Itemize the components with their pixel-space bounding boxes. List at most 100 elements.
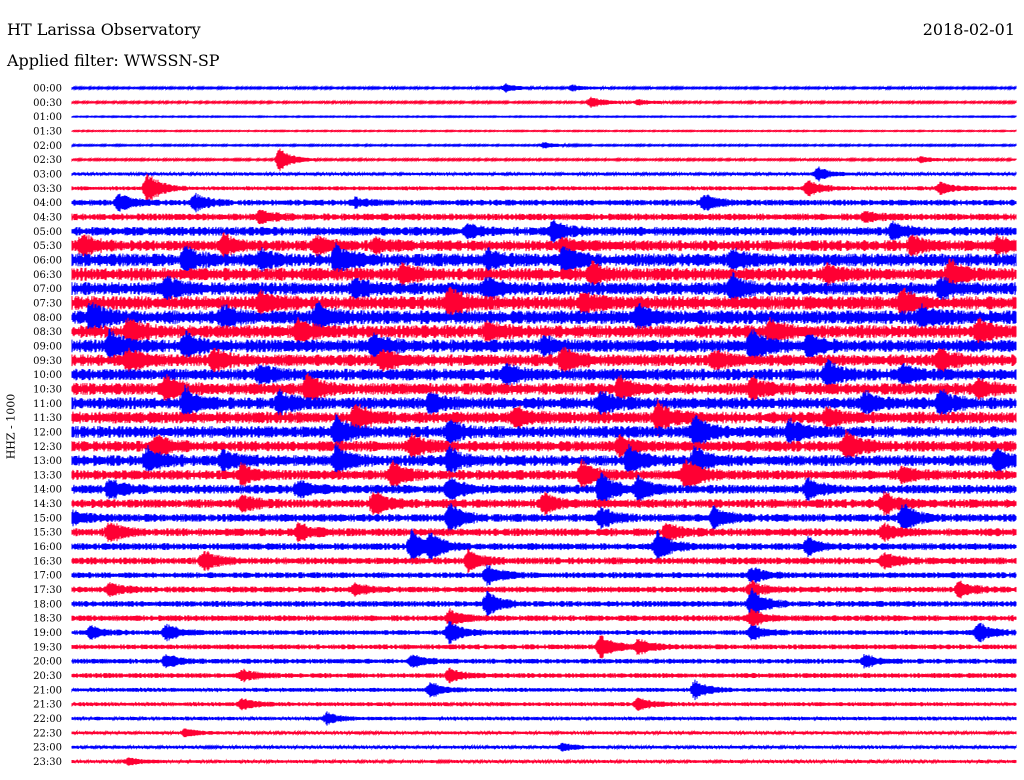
trace-2200 — [71, 711, 1017, 726]
trace-1900 — [71, 621, 1017, 644]
trace-0800 — [71, 301, 1017, 334]
trace-0300 — [71, 166, 1017, 182]
hour-tick-label: 11:00 — [33, 399, 62, 410]
hour-tick-label: 08:30 — [33, 327, 62, 338]
hour-tick-label: 02:30 — [33, 155, 62, 166]
trace-2130 — [71, 697, 1017, 711]
trace-0430 — [71, 209, 1017, 225]
trace-0130 — [71, 129, 1017, 133]
trace-1330 — [71, 458, 1017, 492]
hour-tick-label: 14:00 — [33, 485, 62, 496]
trace-1030 — [71, 372, 1017, 405]
hour-tick-label: 07:30 — [33, 298, 62, 309]
trace-1830 — [71, 608, 1017, 629]
trace-1100 — [71, 384, 1017, 422]
trace-0900 — [71, 328, 1017, 364]
trace-1630 — [71, 548, 1017, 574]
hour-tick-label: 10:30 — [33, 384, 62, 395]
hour-tick-label: 22:00 — [33, 714, 62, 725]
hour-tick-label: 13:00 — [33, 456, 62, 467]
trace-1730 — [71, 579, 1017, 600]
hour-tick-label: 07:00 — [33, 284, 62, 295]
hour-tick-label: 01:30 — [33, 126, 62, 137]
hour-tick-label: 17:30 — [33, 585, 62, 596]
hour-tick-label: 06:30 — [33, 270, 62, 281]
hour-tick-label: 18:30 — [33, 614, 62, 625]
hour-tick-label: 23:30 — [33, 757, 62, 768]
trace-1530 — [71, 522, 1017, 543]
hour-tick-label: 18:00 — [33, 599, 62, 610]
trace-2000 — [71, 653, 1017, 669]
hour-tick-label: 06:00 — [33, 255, 62, 266]
hour-tick-label: 14:30 — [33, 499, 62, 510]
hour-tick-label: 20:30 — [33, 671, 62, 682]
hour-tick-label: 09:30 — [33, 356, 62, 367]
hour-tick-label: 05:30 — [33, 241, 62, 252]
trace-0100 — [71, 114, 1017, 119]
trace-0930 — [71, 346, 1017, 374]
trace-0630 — [71, 258, 1017, 291]
hour-tick-label: 20:00 — [33, 657, 62, 668]
trace-0530 — [71, 232, 1017, 260]
trace-0200 — [71, 142, 1017, 149]
hour-tick-label: 15:30 — [33, 528, 62, 539]
hour-tick-label: 12:30 — [33, 442, 62, 453]
record-date: 2018-02-01 — [922, 20, 1015, 39]
hour-tick-label: 12:00 — [33, 427, 62, 438]
hour-tick-label: 00:30 — [33, 98, 62, 109]
trace-0230 — [71, 148, 1017, 171]
hour-tick-label: 19:00 — [33, 628, 62, 639]
hour-tick-label: 16:00 — [33, 542, 62, 553]
hour-tick-label: 21:30 — [33, 700, 62, 711]
hour-tick-label: 17:00 — [33, 571, 62, 582]
trace-1500 — [71, 503, 1017, 533]
trace-1930 — [71, 635, 1017, 659]
trace-1300 — [71, 443, 1017, 478]
hour-tick-label: 04:00 — [33, 198, 62, 209]
hour-tick-label: 05:00 — [33, 227, 62, 238]
trace-0730 — [71, 286, 1017, 320]
trace-1700 — [71, 564, 1017, 586]
hour-tick-label: 02:00 — [33, 141, 62, 152]
filter-label: Applied filter: WWSSN-SP — [7, 51, 220, 70]
hour-tick-label: 08:00 — [33, 313, 62, 324]
hour-tick-label: 15:00 — [33, 513, 62, 524]
trace-0700 — [71, 271, 1017, 306]
trace-0600 — [71, 242, 1017, 278]
hour-tick-label: 19:30 — [33, 642, 62, 653]
hour-tick-label: 16:30 — [33, 556, 62, 567]
trace-1130 — [71, 399, 1017, 437]
trace-1400 — [71, 472, 1017, 507]
trace-1430 — [71, 491, 1017, 516]
trace-2030 — [71, 667, 1017, 684]
trace-1800 — [71, 587, 1017, 620]
hour-tick-label: 09:00 — [33, 341, 62, 352]
trace-0030 — [71, 96, 1017, 108]
hour-tick-label: 00:00 — [33, 84, 62, 95]
hour-tick-label: 22:30 — [33, 728, 62, 739]
trace-2100 — [71, 679, 1017, 701]
trace-0000 — [71, 83, 1017, 93]
hour-tick-label: 13:30 — [33, 470, 62, 481]
trace-1000 — [71, 358, 1017, 391]
trace-0330 — [71, 173, 1017, 203]
hour-tick-label: 03:30 — [33, 184, 62, 195]
trace-2330 — [71, 757, 1017, 766]
station-title: HT Larissa Observatory — [7, 20, 201, 39]
trace-1230 — [71, 429, 1017, 464]
trace-2230 — [71, 728, 1017, 738]
hour-tick-label: 03:00 — [33, 169, 62, 180]
trace-1600 — [71, 528, 1017, 565]
hour-tick-label: 10:00 — [33, 370, 62, 381]
hour-tick-label: 04:30 — [33, 212, 62, 223]
trace-0400 — [71, 192, 1017, 213]
hour-tick-label: 11:30 — [33, 413, 62, 424]
trace-0500 — [71, 219, 1017, 244]
hour-tick-label: 01:00 — [33, 112, 62, 123]
hour-tick-label: 23:00 — [33, 743, 62, 754]
trace-0830 — [71, 317, 1017, 347]
trace-2300 — [71, 742, 1017, 752]
hour-tick-label: 21:00 — [33, 685, 62, 696]
trace-1200 — [71, 414, 1017, 450]
